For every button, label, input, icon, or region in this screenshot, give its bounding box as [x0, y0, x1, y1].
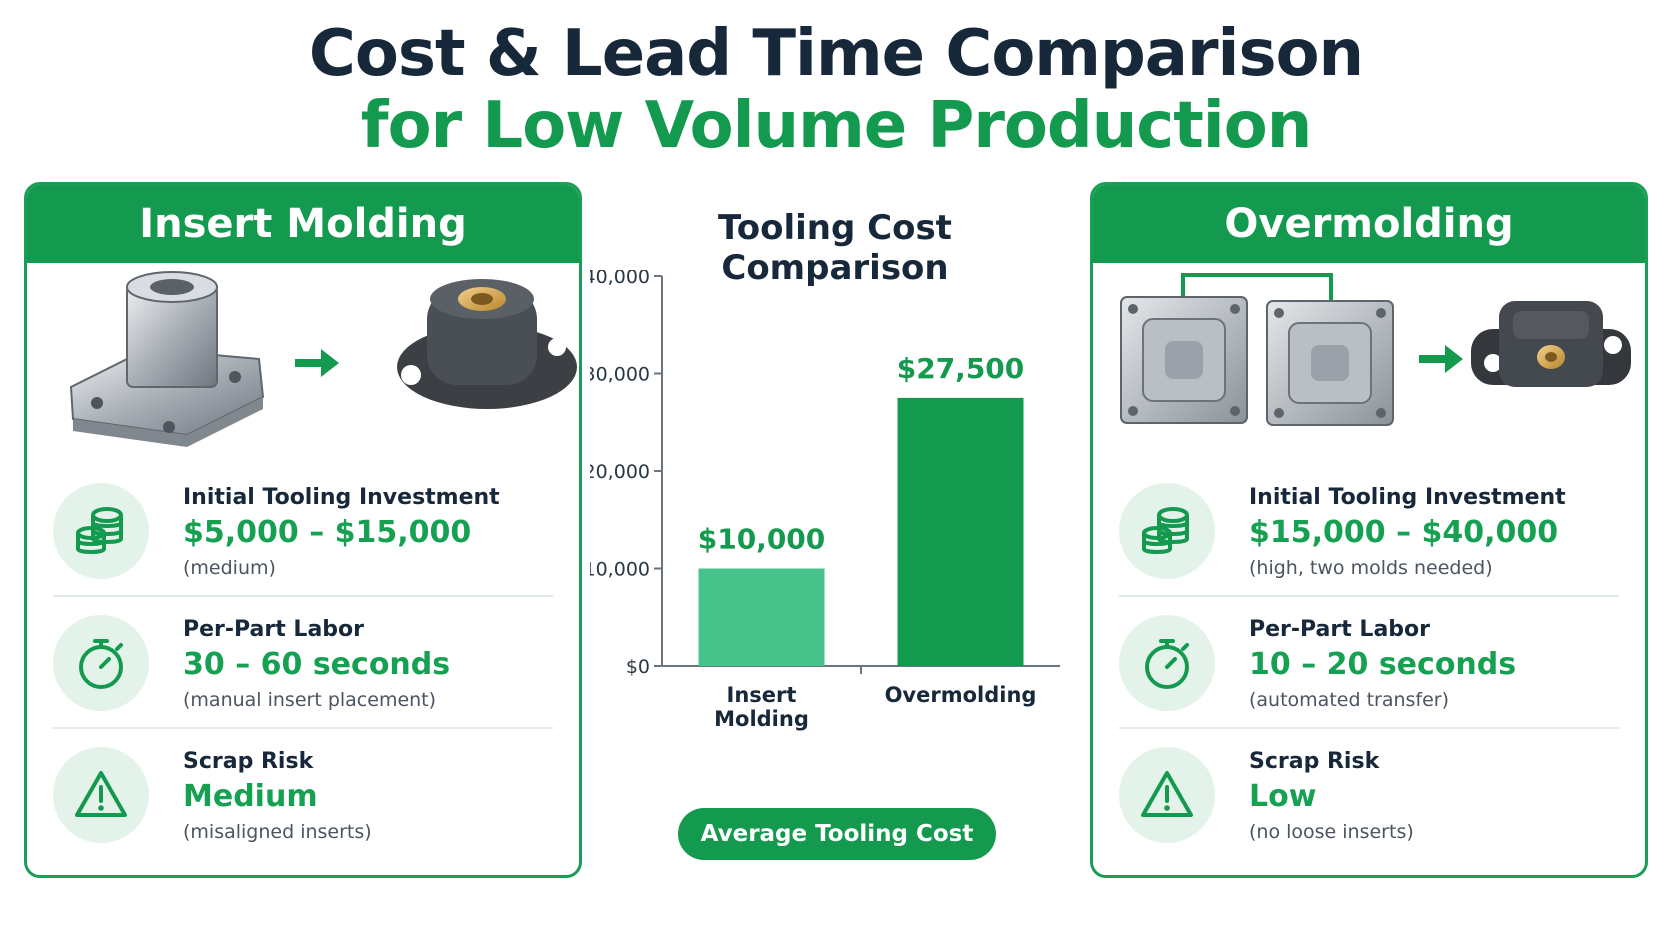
divider	[1119, 727, 1619, 729]
metric-scrap-risk: Scrap Risk Medium (misaligned inserts)	[27, 729, 579, 861]
title-line-2: for Low Volume Production	[360, 89, 1313, 163]
bar-value-label: $10,000	[698, 523, 826, 556]
metric-label: Scrap Risk	[183, 749, 314, 774]
average-tooling-cost-button[interactable]: Average Tooling Cost	[678, 808, 996, 860]
metric-note: (high, two molds needed)	[1249, 557, 1493, 579]
coins-icon	[53, 483, 149, 579]
y-tick-label: $40,000	[590, 270, 650, 288]
page-title: Cost & Lead Time Comparison for Low Volu…	[0, 18, 1672, 162]
divider	[53, 727, 553, 729]
metal-insert-icon	[69, 271, 265, 447]
metric-note: (misaligned inserts)	[183, 821, 372, 843]
warning-icon	[53, 747, 149, 843]
y-tick-label: $20,000	[590, 461, 650, 483]
metric-label: Initial Tooling Investment	[1249, 485, 1566, 510]
metric-note: (automated transfer)	[1249, 689, 1450, 711]
metric-value: $5,000 – $15,000	[183, 515, 472, 550]
overmolding-panel: Overmolding	[1090, 182, 1648, 878]
tooling-cost-bar-chart: $0 $10,000 $20,000 $30,000 $40,000 $10,000 Ins…	[590, 270, 1060, 731]
x-category-label: Molding	[714, 707, 809, 731]
insert-molding-heading: Insert Molding	[27, 185, 579, 263]
insert-molding-illustration	[69, 271, 577, 447]
metric-label: Scrap Risk	[1249, 749, 1380, 774]
metric-value: $15,000 – $40,000	[1249, 515, 1559, 550]
overmolded-part-icon	[1471, 301, 1631, 387]
bar-0	[698, 568, 825, 666]
metric-scrap-risk: Scrap Risk Low (no loose inserts)	[1093, 729, 1645, 861]
metric-value: 30 – 60 seconds	[183, 647, 451, 682]
metric-value: Low	[1249, 779, 1317, 814]
metric-value: 10 – 20 seconds	[1249, 647, 1517, 682]
arrow-right-icon	[295, 349, 339, 377]
coins-icon	[1119, 483, 1215, 579]
warning-icon	[1119, 747, 1215, 843]
y-tick-label: $10,000	[590, 559, 650, 581]
metric-label: Initial Tooling Investment	[183, 485, 500, 510]
y-tick-label: $0	[626, 656, 650, 678]
bar-1	[897, 397, 1024, 666]
metric-note: (no loose inserts)	[1249, 821, 1414, 843]
x-category-label: Insert	[727, 683, 797, 707]
mold-half-b-icon	[1266, 300, 1394, 426]
metric-value: Medium	[183, 779, 318, 814]
chart-title: Tooling Cost Comparison	[718, 208, 952, 288]
arrow-right-icon	[1419, 345, 1463, 373]
divider	[53, 595, 553, 597]
insert-molding-panel: Insert Molding	[24, 182, 582, 878]
mold-half-a-icon	[1120, 296, 1248, 424]
overmolding-heading: Overmolding	[1093, 185, 1645, 263]
metric-tooling-investment: Initial Tooling Investment $5,000 – $15,…	[27, 465, 579, 597]
molded-part-icon	[397, 279, 577, 409]
stopwatch-icon	[53, 615, 149, 711]
metric-tooling-investment: Initial Tooling Investment $15,000 – $40…	[1093, 465, 1645, 597]
bar-value-label: $27,500	[897, 352, 1025, 385]
metric-note: (medium)	[183, 557, 276, 579]
metric-per-part-labor: Per-Part Labor 10 – 20 seconds (automate…	[1093, 597, 1645, 729]
metric-label: Per-Part Labor	[183, 617, 365, 642]
x-category-label: Overmolding	[885, 683, 1037, 707]
stopwatch-icon	[1119, 615, 1215, 711]
overmolding-illustration	[1120, 273, 1631, 426]
divider	[1119, 595, 1619, 597]
metric-per-part-labor: Per-Part Labor 30 – 60 seconds (manual i…	[27, 597, 579, 729]
metric-label: Per-Part Labor	[1249, 617, 1431, 642]
title-line-1: Cost & Lead Time Comparison	[308, 17, 1364, 91]
metric-note: (manual insert placement)	[183, 689, 437, 711]
y-tick-label: $30,000	[590, 364, 650, 386]
